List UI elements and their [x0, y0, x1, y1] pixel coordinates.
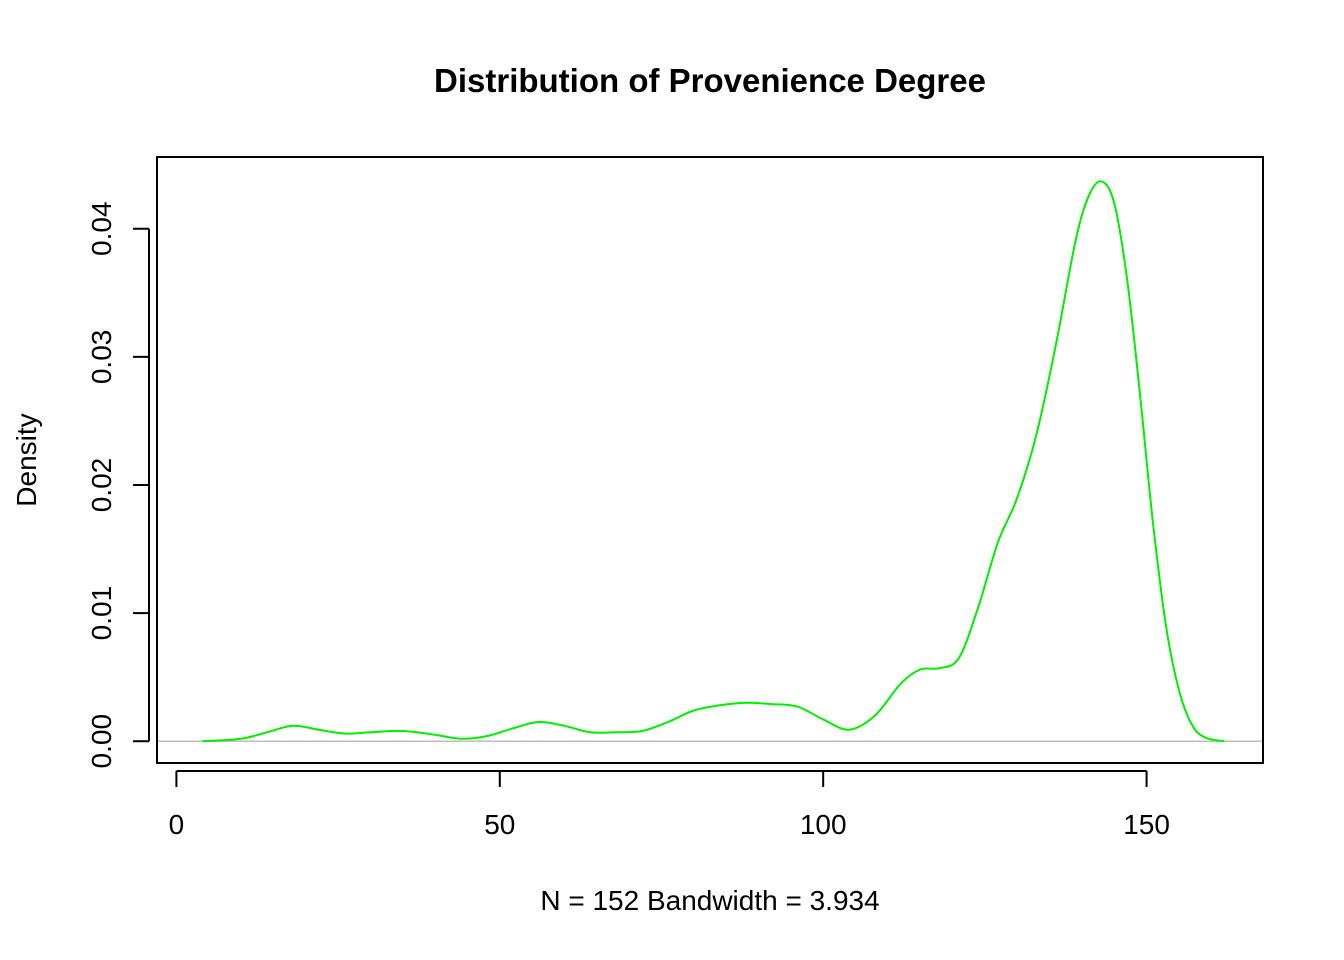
x-tick-label: 0 — [169, 809, 185, 840]
x-tick-label: 150 — [1123, 809, 1170, 840]
y-tick-label: 0.02 — [86, 458, 117, 513]
y-axis: 0.00 0.01 0.02 0.03 0.04 — [86, 201, 150, 769]
plot-frame — [156, 156, 1264, 764]
y-tick-label: 0.00 — [86, 714, 117, 769]
y-tick-label: 0.01 — [86, 586, 117, 641]
y-tick-label: 0.03 — [86, 330, 117, 385]
x-tick-label: 50 — [484, 809, 515, 840]
chart-title: Distribution of Provenience Degree — [434, 62, 986, 99]
x-tick-label: 100 — [800, 809, 847, 840]
y-tick-label: 0.04 — [86, 201, 117, 256]
density-line — [202, 180, 1225, 743]
x-axis: 0 50 100 150 — [169, 770, 1170, 840]
x-axis-label: N = 152 Bandwidth = 3.934 — [540, 885, 879, 916]
y-axis-label: Density — [11, 413, 42, 506]
